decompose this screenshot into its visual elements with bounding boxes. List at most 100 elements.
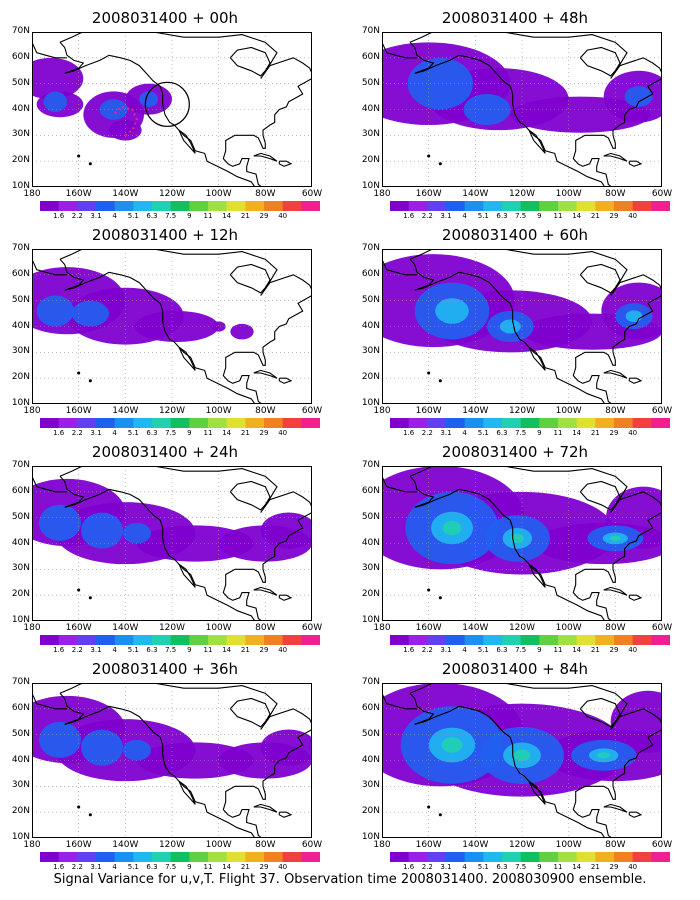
colorbar-tick-label: 21 [590, 429, 600, 437]
grid-lines [32, 466, 312, 621]
colorbar-swatch [301, 635, 320, 645]
colorbar-tick-label: 11 [203, 212, 213, 220]
colorbar-tick-label: 9 [537, 863, 542, 871]
colorbar-swatch [245, 852, 265, 862]
lat-tick-label: 40N [11, 320, 30, 331]
colorbar-tick-label: 3.1 [90, 646, 102, 654]
lat-tick-label: 20N [11, 589, 30, 600]
lat-tick-label: 50N [361, 511, 380, 522]
lat-tick-label: 30N [361, 129, 380, 140]
map-panel: 2008031400 + 72h 70N 60N 50N 40N 30N 20N 10N 180… [350, 442, 680, 657]
colorbar-tick-label: 9 [187, 646, 192, 654]
coastlines [382, 466, 662, 621]
colorbar-tick-label: 6.3 [146, 212, 158, 220]
colorbar-swatch [40, 201, 60, 211]
variance-contour [407, 57, 473, 110]
lon-tick-label: 180 [373, 406, 391, 416]
colorbar-swatch [614, 418, 634, 428]
lat-tick-label: 10N [361, 398, 380, 408]
colorbar-swatch [170, 635, 190, 645]
colorbar-tick-label: 7.5 [515, 646, 527, 654]
colorbar-swatch [614, 852, 634, 862]
lon-tick-label: 100W [205, 840, 232, 850]
variance-contour [123, 522, 151, 544]
lat-tick-label: 10N [361, 832, 380, 842]
observation-circle [144, 81, 190, 127]
colorbar-swatch [446, 418, 466, 428]
lat-tick-label: 70N [361, 677, 380, 687]
colorbar-swatch [520, 635, 540, 645]
colorbar-swatch [595, 418, 615, 428]
variance-contour [441, 737, 463, 753]
colorbar-tick-label: 11 [553, 646, 563, 654]
colorbar-tick-label: 2.2 [421, 863, 433, 871]
colorbar-swatch [558, 201, 578, 211]
lon-tick-label: 180 [373, 189, 391, 199]
colorbar-tick-label: 29 [259, 212, 269, 220]
lon-tick-label: 180 [373, 623, 391, 633]
colorbar-swatch [301, 418, 320, 428]
colorbar-swatch [427, 418, 447, 428]
grid-lines [382, 466, 662, 621]
lon-tick-label: 60W [651, 189, 673, 199]
colorbar-tick-label: 2.2 [421, 212, 433, 220]
map-plot [32, 249, 312, 404]
variance-contour [99, 99, 128, 120]
variance-contour [32, 57, 84, 100]
colorbar-tick-label: 7.5 [165, 212, 177, 220]
grid-lines [32, 249, 312, 404]
lat-tick-label: 40N [361, 103, 380, 114]
colorbar-tick-label: 2.2 [421, 429, 433, 437]
colorbar-tick-label: 5.1 [477, 863, 489, 871]
colorbar-swatch [114, 635, 134, 645]
variance-contour [71, 300, 109, 327]
lat-tick-label: 30N [11, 780, 30, 791]
lon-tick-label: 80W [255, 840, 276, 850]
lon-tick-label: 180 [373, 840, 391, 850]
colorbar-swatch [282, 201, 302, 211]
map-plot [32, 466, 312, 621]
colorbar-swatch [483, 635, 503, 645]
colorbar-swatch [576, 201, 596, 211]
colorbar-tick-label: 7.5 [515, 429, 527, 437]
lon-tick-label: 60W [301, 840, 323, 850]
colorbar-tick-label: 40 [278, 429, 288, 437]
coastlines [382, 683, 662, 838]
variance-contour [137, 742, 254, 779]
colorbar-tick-label: 11 [203, 429, 213, 437]
lat-tick-label: 30N [361, 346, 380, 357]
colorbar-swatch [170, 201, 190, 211]
map-panel: 2008031400 + 24h 70N 60N 50N 40N 30N 20N 10N 180… [0, 442, 330, 657]
lat-tick-label: 20N [11, 155, 30, 166]
colorbar-tick-label: 3.1 [440, 429, 452, 437]
lat-tick-label: 40N [11, 537, 30, 548]
colorbar-tick-label: 4 [462, 429, 467, 437]
colorbar-swatch [170, 418, 190, 428]
colorbar-swatch [502, 635, 522, 645]
variance-contour [39, 721, 81, 758]
colorbar-swatch [558, 418, 578, 428]
colorbar-swatch [446, 635, 466, 645]
lat-tick-label: 70N [11, 243, 30, 253]
lat-tick-label: 10N [11, 615, 30, 625]
colorbar-swatch [558, 852, 578, 862]
variance-contour [510, 533, 524, 543]
colorbar-swatch [40, 852, 60, 862]
lat-tick-label: 50N [11, 511, 30, 522]
colorbar-swatch [264, 852, 284, 862]
map-plot [32, 32, 312, 187]
colorbar-swatch [189, 852, 209, 862]
colorbar-tick-label: 7.5 [165, 863, 177, 871]
colorbar-tick-label: 40 [628, 212, 638, 220]
colorbar-swatch [390, 418, 410, 428]
lat-tick-label: 40N [361, 537, 380, 548]
colorbar-tick-label: 14 [572, 212, 582, 220]
lon-tick-label: 120W [158, 406, 186, 416]
lon-tick-label: 140W [462, 623, 489, 633]
colorbar-tick-label: 5.1 [127, 429, 139, 437]
colorbar-tick-label: 3.1 [440, 646, 452, 654]
map-plot [32, 683, 312, 838]
lat-tick-label: 40N [11, 103, 30, 114]
colorbar-tick-label: 7.5 [515, 212, 527, 220]
colorbar-swatch [446, 201, 466, 211]
